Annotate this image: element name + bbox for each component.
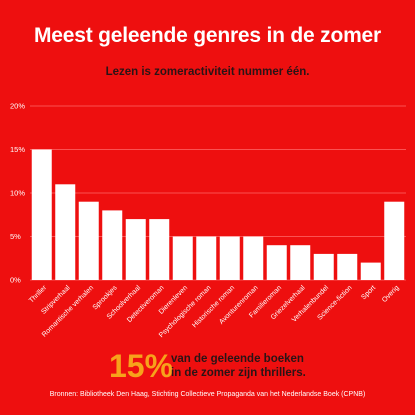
- sources-footnote: Bronnen: Bibliotheek Den Haag, Stichting…: [49, 391, 366, 398]
- bar-historische-roman: [219, 236, 240, 280]
- bar-dierenleven: [172, 236, 193, 280]
- y-axis-tick-labels: 0% 5% 10% 15% 20%: [10, 102, 25, 285]
- y-tick-label: 10%: [10, 189, 25, 198]
- bar-science-fiction: [337, 253, 358, 280]
- callout-number: 15%: [109, 348, 174, 384]
- bar-verhalenbundel: [313, 253, 334, 280]
- y-tick-label: 5%: [10, 232, 21, 241]
- bar-sport: [360, 262, 381, 280]
- bars: [31, 149, 405, 280]
- bar-romantische-verhalen: [78, 201, 99, 280]
- callout-line-2: in de zomer zijn thrillers.: [171, 367, 306, 379]
- bar-thriller: [31, 149, 52, 280]
- bar-sprookjes: [102, 210, 123, 280]
- callout-line-1: van de geleende boeken: [171, 353, 304, 365]
- callout-text: van de geleende boeken in de zomer zijn …: [171, 352, 306, 380]
- y-tick-label: 20%: [10, 102, 25, 111]
- x-tick-label: Historische roman: [191, 284, 236, 329]
- bar-detectiveroman: [149, 219, 170, 280]
- x-tick-label: Overig: [381, 284, 401, 304]
- bar-familieroman: [266, 245, 287, 280]
- bar-stripverhaal: [55, 184, 76, 280]
- x-tick-label: Sport: [360, 284, 377, 301]
- chart-subtitle: Lezen is zomeractiviteit nummer één.: [105, 66, 310, 78]
- bar-griezelverhaal: [290, 245, 311, 280]
- bar-schoolverhaal: [125, 219, 146, 280]
- bar-avonturenroman: [243, 236, 264, 280]
- chart-title: Meest geleende genres in de zomer: [33, 24, 382, 47]
- y-tick-label: 0%: [10, 276, 21, 285]
- x-tick-label: Thriller: [28, 284, 49, 305]
- bar-overig: [384, 201, 405, 280]
- bar-psychologische-roman: [196, 236, 217, 280]
- y-tick-label: 15%: [10, 145, 25, 154]
